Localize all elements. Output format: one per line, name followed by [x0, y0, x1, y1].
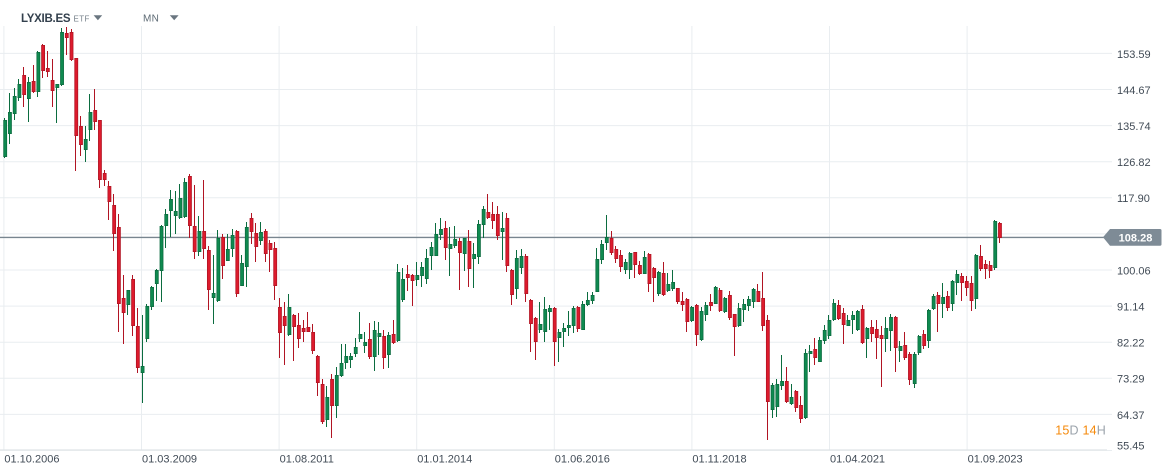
svg-text:91.14: 91.14 [1117, 302, 1145, 314]
svg-text:55.45: 55.45 [1117, 441, 1145, 453]
svg-text:01.06.2016: 01.06.2016 [555, 454, 610, 466]
svg-text:LYXIB.ES: LYXIB.ES [21, 13, 71, 25]
svg-text:01.04.2021: 01.04.2021 [830, 454, 885, 466]
svg-text:01.08.2011: 01.08.2011 [280, 454, 334, 466]
svg-text:64.37: 64.37 [1117, 410, 1145, 422]
svg-text:01.03.2009: 01.03.2009 [142, 454, 197, 466]
svg-text:01.09.2023: 01.09.2023 [968, 454, 1023, 466]
svg-text:144.67: 144.67 [1117, 85, 1151, 97]
svg-text:153.59: 153.59 [1117, 49, 1151, 61]
svg-text:117.90: 117.90 [1117, 193, 1150, 205]
svg-text:82.22: 82.22 [1117, 338, 1145, 350]
svg-text:73.29: 73.29 [1117, 374, 1145, 386]
svg-text:MN: MN [143, 14, 159, 25]
svg-text:01.01.2014: 01.01.2014 [417, 454, 472, 466]
svg-text:126.82: 126.82 [1117, 157, 1151, 169]
svg-text:01.11.2018: 01.11.2018 [692, 454, 746, 466]
svg-text:108.28: 108.28 [1119, 232, 1153, 244]
svg-text:135.74: 135.74 [1117, 121, 1151, 133]
svg-text:ETF: ETF [74, 15, 90, 24]
svg-text:01.10.2006: 01.10.2006 [4, 454, 59, 466]
svg-text:100.06: 100.06 [1117, 265, 1151, 277]
svg-text:15D 14H: 15D 14H [1055, 424, 1106, 438]
